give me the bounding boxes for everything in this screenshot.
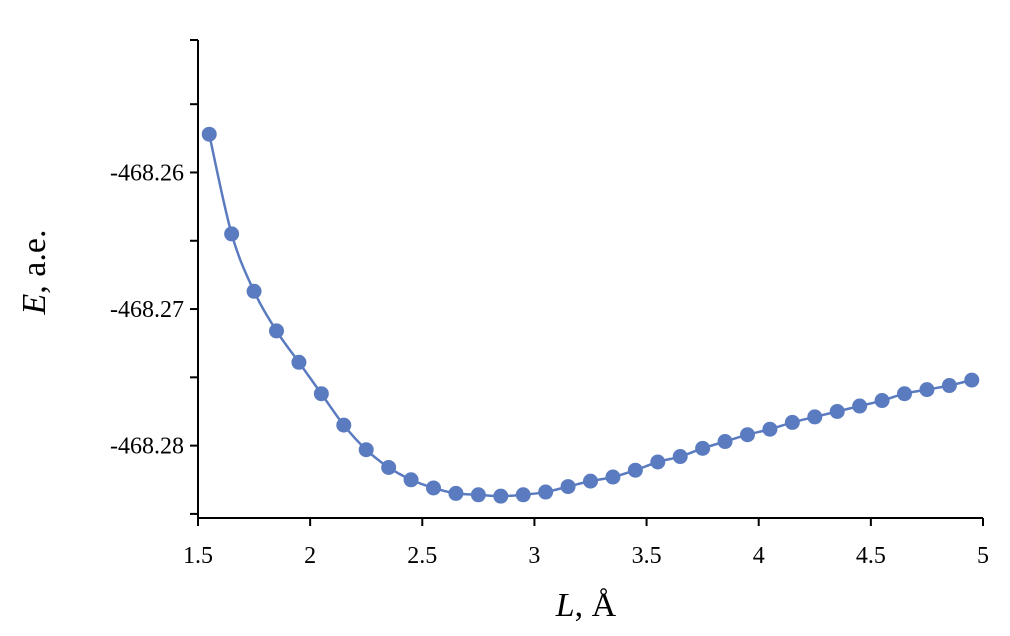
data-point (291, 354, 307, 370)
data-point (313, 386, 329, 402)
tick-marks (190, 39, 984, 526)
x-axis-title: L, Å (555, 587, 617, 624)
data-point (201, 126, 217, 142)
data-point (807, 409, 823, 425)
x-tick-label: 3.5 (632, 543, 662, 569)
x-axis-unit: , Å (575, 587, 617, 624)
data-point (740, 427, 755, 443)
data-point (941, 378, 957, 394)
data-point (381, 459, 397, 475)
data-point (919, 382, 935, 398)
x-tick-label: 2.5 (407, 543, 437, 569)
axes (197, 40, 983, 519)
data-point (515, 487, 531, 503)
data-point (538, 484, 554, 500)
series-line (207, 133, 973, 498)
data-point (246, 283, 262, 299)
data-point (358, 442, 374, 458)
data-point (269, 323, 284, 339)
plot-area (201, 126, 980, 504)
y-tick-label: -468.27 (110, 297, 184, 323)
data-point (627, 462, 643, 478)
y-axis-unit: , a.e. (16, 230, 53, 294)
data-point (897, 386, 912, 402)
data-point (426, 480, 441, 496)
data-point (717, 434, 733, 450)
data-point (852, 398, 868, 414)
y-tick-label: -468.26 (110, 160, 184, 186)
data-point (448, 485, 464, 501)
y-tick-label: -468.28 (110, 434, 184, 460)
data-point (829, 403, 845, 419)
data-point (493, 488, 509, 504)
data-point (784, 414, 800, 430)
data-point (560, 479, 576, 495)
data-point (762, 421, 778, 437)
data-point (336, 417, 352, 433)
x-axis-symbol: L (555, 587, 575, 624)
data-point (403, 472, 419, 488)
x-tick-label: 5 (977, 543, 989, 569)
data-point (964, 372, 980, 388)
x-tick-label: 4 (753, 543, 765, 569)
x-tick-label: 2 (304, 543, 316, 569)
data-point (672, 449, 688, 465)
data-point (605, 469, 621, 485)
y-axis-title: E, a.e. (16, 230, 53, 316)
data-point (470, 487, 486, 503)
data-point (583, 473, 598, 489)
x-tick-label: 1.5 (183, 543, 213, 569)
data-point (650, 454, 666, 470)
data-point (874, 393, 890, 409)
data-point (695, 440, 711, 456)
tick-labels: 1.5 2 2.5 3 3.5 4 4.5 5 -468.28 -468.27 -468.26 (110, 160, 989, 569)
y-axis-symbol: E (16, 293, 53, 315)
x-tick-label: 4.5 (856, 543, 886, 569)
data-point (224, 226, 240, 242)
x-tick-label: 3 (528, 543, 540, 569)
